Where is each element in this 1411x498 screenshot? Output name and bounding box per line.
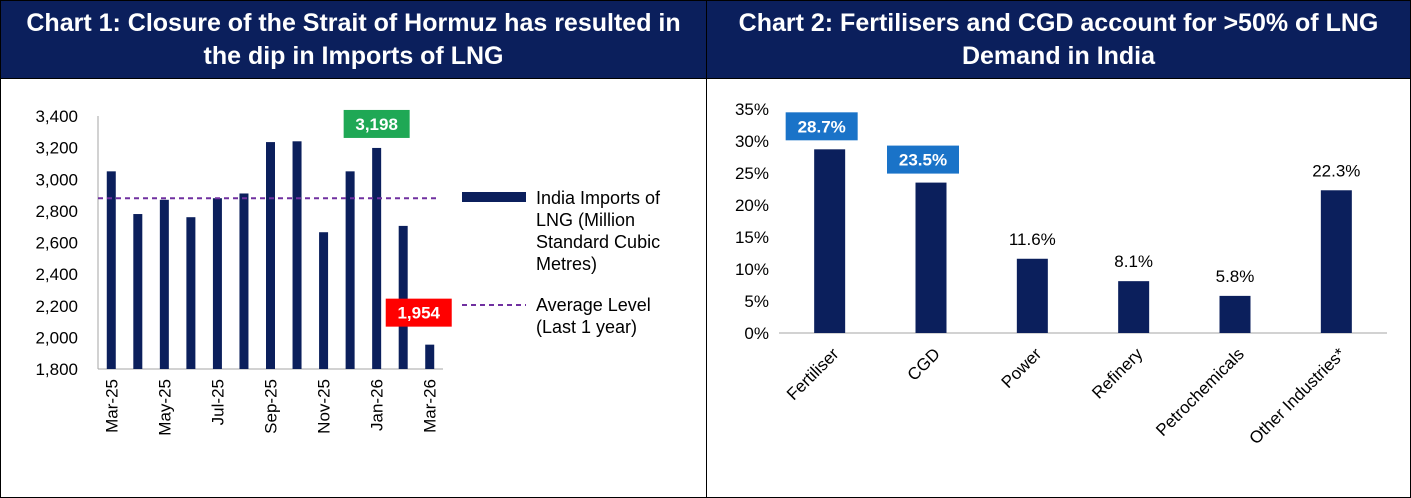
chart1-legend-label-imports: Metres): [536, 254, 597, 274]
chart1-bar: [425, 344, 435, 369]
chart1-callout-box: [385, 298, 452, 327]
chart2-y-tick-label: 15%: [735, 228, 769, 247]
chart1-y-tick-label: 3,400: [35, 107, 78, 126]
chart2-x-tick-label: Other Industries*: [1246, 344, 1350, 448]
chart1-y-tick-label: 2,400: [35, 265, 78, 284]
chart1-x-tick-label: Jan-26: [368, 379, 387, 431]
chart1-y-tick-label: 2,800: [35, 202, 78, 221]
chart2-bar: [1219, 295, 1251, 333]
chart1-callout-label: 3,198: [355, 115, 398, 134]
chart2-value-label: 11.6%: [1009, 230, 1056, 249]
chart1-y-tick-label: 2,200: [35, 297, 78, 316]
chart1-bar: [212, 198, 222, 369]
chart1-bar: [266, 142, 275, 369]
chart2-value-label: 5.8%: [1216, 267, 1255, 286]
chart1-callout-box: [343, 109, 410, 138]
chart2-value-label: 28.7%: [798, 117, 846, 136]
chart2-x-tick-label: Fertiliser: [783, 344, 843, 404]
chart1-bar: [372, 147, 382, 369]
chart1-x-tick-label: Nov-25: [315, 379, 334, 434]
chart1-bar: [319, 232, 329, 369]
chart2-y-tick-label: 30%: [735, 132, 769, 151]
chart1-x-tick-label: Sep-25: [262, 379, 281, 434]
chart2-y-tick-label: 20%: [735, 196, 769, 215]
chart2-value-label: 23.5%: [899, 151, 947, 170]
chart2-y-tick-label: 5%: [744, 292, 769, 311]
chart1-bar: [106, 171, 116, 369]
chart1-y-tick-label: 3,200: [35, 139, 78, 158]
chart2-x-tick-label: Power: [998, 344, 1046, 392]
chart1-legend-label-average: Average Level: [536, 295, 651, 315]
chart1-legend-label-imports: Standard Cubic: [536, 232, 660, 252]
chart2-title: Chart 2: Fertilisers and CGD account for…: [707, 1, 1410, 78]
chart1-y-tick-label: 1,800: [35, 360, 78, 379]
chart1-bar: [398, 225, 408, 369]
chart1-bar: [159, 199, 169, 369]
chart1-legend-label-average: (Last 1 year): [536, 317, 637, 337]
chart2-panel: Chart 2: Fertilisers and CGD account for…: [707, 1, 1410, 497]
chart1-x-tick-label: Mar-26: [421, 379, 440, 433]
chart2-bar: [814, 149, 846, 333]
panel-divider: [706, 1, 707, 497]
chart2-x-tick-label: CGD: [904, 344, 944, 384]
chart2-plot: 0% 5% 10% 15% 20% 25% 30% 35% 28.7% Fertiliser 23.…: [735, 100, 1387, 448]
chart1-y-tick-label: 2,000: [35, 328, 78, 347]
chart2-value-label: 22.3%: [1312, 161, 1360, 180]
chart1-bar: [133, 214, 143, 369]
chart1-title: Chart 1: Closure of the Strait of Hormuz…: [1, 1, 706, 78]
chart2-value-callout-box: [785, 112, 858, 141]
chart1-plot: 1,800 2,000 2,200 2,400 2,600 2,800 3,000 3,200…: [35, 107, 661, 436]
chart2-bar: [915, 182, 947, 333]
chart1-bar: [292, 141, 302, 369]
chart2-y-tick-label: 0%: [744, 324, 769, 343]
chart2-bar: [1016, 258, 1048, 333]
chart1-bar: [345, 171, 355, 369]
chart2-y-tick-label: 35%: [735, 100, 769, 119]
chart1-title-rule: [1, 78, 706, 79]
chart2-bar: [1320, 190, 1352, 333]
chart1-legend-label-imports: LNG (Million: [536, 210, 635, 230]
chart1-callout-label: 1,954: [397, 304, 440, 323]
chart2-title-rule: [707, 78, 1410, 79]
chart1-panel: Chart 1: Closure of the Strait of Hormuz…: [1, 1, 706, 497]
chart1-legend-swatch-imports: [462, 192, 526, 202]
chart2-x-tick-label: Petrochemicals: [1152, 344, 1248, 440]
chart2-bar: [1118, 281, 1150, 333]
chart2-value-callout-box: [887, 145, 959, 174]
chart2-y-tick-label: 10%: [735, 260, 769, 279]
chart1-y-tick-label: 3,000: [35, 170, 78, 189]
chart1-y-tick-label: 2,600: [35, 234, 78, 253]
chart1-bar: [239, 193, 249, 369]
chart1-x-tick-label: Jul-25: [208, 379, 227, 425]
chart2-value-label: 8.1%: [1114, 252, 1153, 271]
chart1-bar: [186, 217, 196, 369]
chart1-x-tick-label: May-25: [155, 379, 174, 436]
chart1-x-tick-label: Mar-25: [102, 379, 121, 433]
chart1-legend-label-imports: India Imports of: [536, 188, 661, 208]
chart2-x-tick-label: Refinery: [1088, 344, 1147, 403]
chart2-y-tick-label: 25%: [735, 164, 769, 183]
